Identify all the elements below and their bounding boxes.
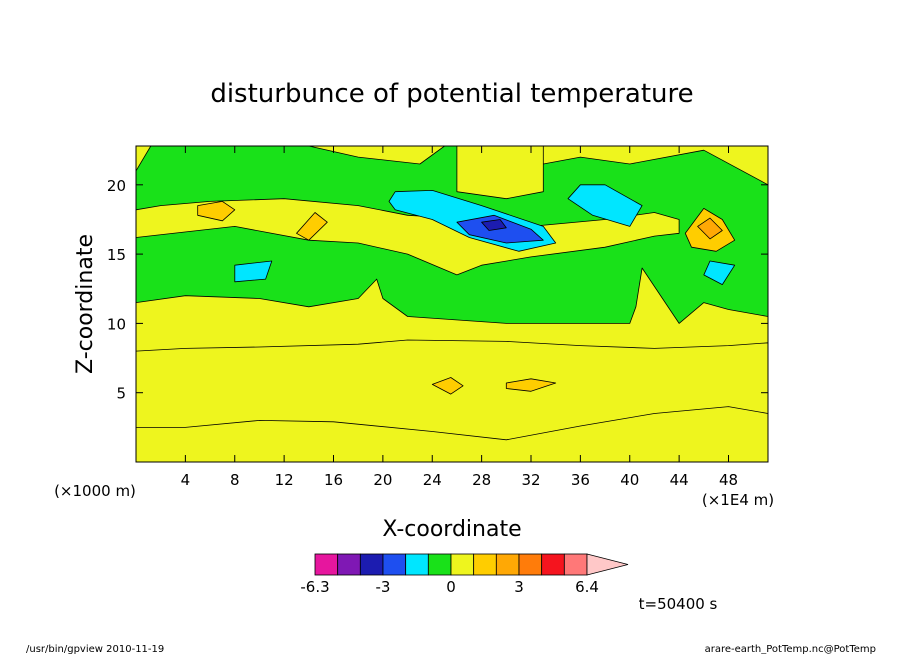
colorbar-swatch: [359, 553, 384, 576]
chart-title: disturbunce of potential temperature: [210, 79, 693, 109]
colorbar-swatch: [382, 553, 407, 576]
x-unit-left: (×1000 m): [54, 482, 136, 500]
x-unit-right: (×1E4 m): [702, 491, 774, 509]
contour-region-12: [234, 260, 273, 283]
colorbar-swatch: [495, 553, 520, 576]
colorbar-tick-label: 3: [514, 578, 524, 596]
x-tick-label: 48: [719, 471, 738, 489]
colorbar-swatch: [337, 553, 361, 576]
contour-region-11: [567, 184, 643, 227]
colorbar-swatch: [541, 553, 565, 576]
contour-region-15: [481, 219, 507, 231]
x-tick-label: 44: [670, 471, 689, 489]
colorbar-swatch: [518, 553, 543, 576]
y-tick-label: 5: [116, 385, 126, 403]
x-tick-label: 32: [521, 471, 540, 489]
colorbar-tick-labels: -6.3 -3 0 3 6.4: [300, 578, 599, 596]
contour-region-2: [505, 378, 557, 392]
colorbar-swatch: [314, 553, 339, 576]
time-label: t=50400 s: [639, 595, 718, 613]
contour-region-6: [197, 200, 236, 222]
x-tick-label: 12: [275, 471, 294, 489]
contour-regions: [136, 146, 768, 441]
x-axis-ticks: 4 8 12 16 20 24 28 32 36 40 44 48: [181, 146, 738, 489]
colorbar-swatch: [563, 553, 588, 576]
contour-region-1: [431, 377, 464, 395]
y-tick-label: 20: [107, 177, 126, 195]
x-tick-label: 20: [373, 471, 392, 489]
x-tick-label: 36: [571, 471, 590, 489]
plot-frame: [135, 145, 769, 463]
colorbar-swatch: [450, 553, 475, 576]
y-tick-label: 15: [107, 246, 126, 264]
y-tick-label: 10: [107, 315, 126, 333]
colorbar-tick-label: 6.4: [575, 578, 599, 596]
contour-region-7: [296, 212, 328, 241]
y-axis-label: Z-coordinate: [73, 234, 98, 374]
contour-region-9: [697, 217, 723, 240]
plot-area: [136, 146, 768, 462]
x-tick-label: 24: [423, 471, 442, 489]
x-tick-label: 16: [324, 471, 343, 489]
colorbar-overflow-arrow: [586, 553, 629, 576]
y-axis-ticks: 5 10 15 20: [107, 177, 768, 403]
colorbar-tick-label: 0: [446, 578, 456, 596]
colorbar: [314, 553, 629, 576]
contour-region-4: [136, 198, 680, 276]
colorbar-swatch: [405, 553, 429, 576]
colorbar-swatch: [427, 553, 452, 576]
footer-right: arare-earth_PotTemp.nc@PotTemp: [705, 644, 876, 654]
x-tick-label: 28: [472, 471, 491, 489]
x-tick-label: 4: [181, 471, 191, 489]
colorbar-tick-label: -6.3: [300, 578, 329, 596]
footer-left: /usr/bin/gpview 2010-11-19: [26, 644, 164, 654]
colorbar-tick-label: -3: [376, 578, 391, 596]
x-tick-label: 40: [620, 471, 639, 489]
contour-region-13: [703, 260, 736, 286]
colorbar-swatch: [473, 553, 497, 576]
contour-region-5: [456, 146, 544, 200]
x-axis-label: X-coordinate: [382, 517, 521, 542]
x-tick-label: 8: [230, 471, 240, 489]
